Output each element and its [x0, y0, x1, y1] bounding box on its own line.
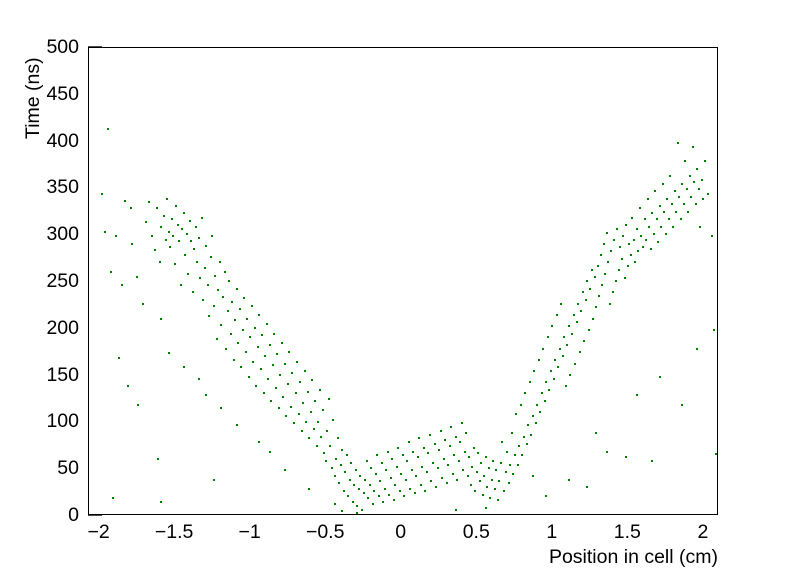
x-tick-label: −1 [238, 521, 261, 543]
y-tick-label: 200 [46, 316, 79, 339]
y-tick-label: 500 [46, 36, 79, 58]
y-tick-label: 400 [46, 129, 79, 152]
plot-frame [88, 47, 718, 515]
x-axis-title: Position in cell (cm) [548, 546, 718, 568]
y-tick-label: 150 [46, 363, 79, 386]
y-tick-label: 0 [68, 504, 79, 526]
scatter-points-layer [89, 48, 717, 514]
y-tick-label: 50 [57, 457, 79, 480]
x-tick-label: 1.5 [613, 521, 641, 543]
y-tick-label: 100 [46, 410, 79, 433]
x-tick-label: 0 [395, 521, 407, 543]
x-tick-label: −2 [87, 521, 110, 543]
x-tick-label: 1 [546, 521, 558, 543]
x-tick-label: 0.5 [462, 521, 490, 543]
x-tick-label: −0.5 [305, 521, 345, 543]
y-tick-label: 300 [46, 223, 79, 246]
y-tick-label: 250 [46, 270, 79, 292]
y-tick-label: 450 [46, 82, 79, 105]
x-tick-label: 2 [697, 521, 709, 543]
x-tick-label: −1.5 [154, 521, 194, 543]
y-tick-label: 350 [46, 176, 79, 199]
